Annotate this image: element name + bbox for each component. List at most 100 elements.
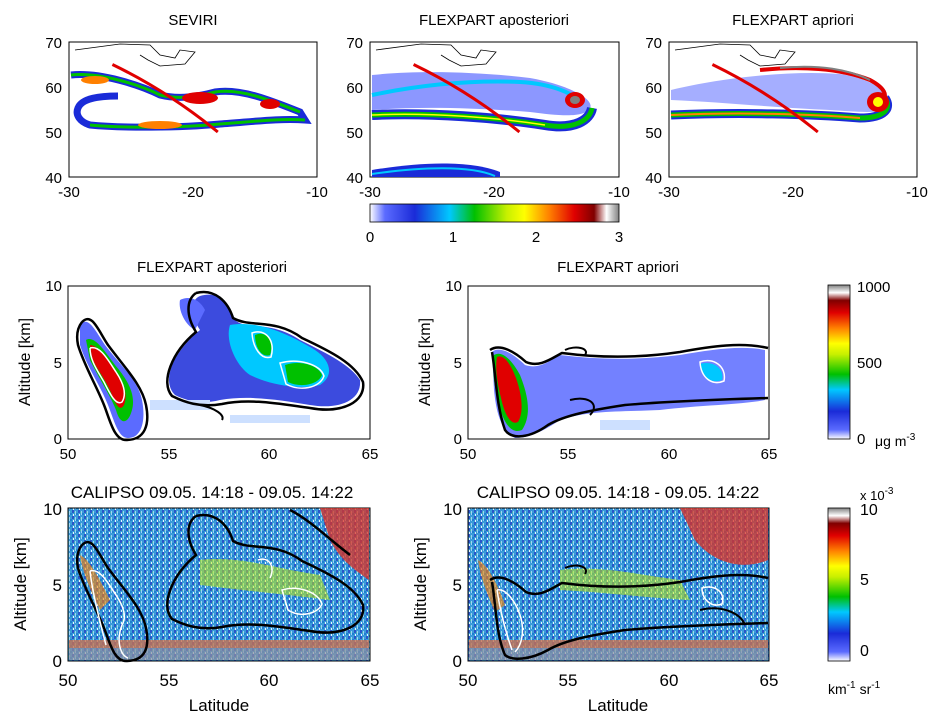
x-tick-label: 55 — [559, 671, 578, 690]
x-tick-labels: -30 -20 -10 — [658, 184, 928, 201]
x-tick-label: -30 — [359, 184, 381, 201]
coastline — [674, 43, 796, 67]
y-axis-label: Altitude [km] — [417, 318, 434, 406]
y-tick-label: 0 — [453, 652, 462, 671]
calipso-track — [711, 63, 819, 134]
heatmap-field — [70, 71, 312, 131]
panel-flexpart-apriori-section: FLEXPART apriori Altitude [km] 10 5 0 50… — [417, 259, 777, 463]
contour-lines — [75, 290, 365, 442]
x-tick-label: 60 — [260, 671, 279, 690]
colorbar-unit: μg m-3 — [875, 432, 916, 449]
x-tick-label: 50 — [60, 446, 77, 463]
y-tick-label: 50 — [45, 125, 62, 142]
x-tick-label: 60 — [660, 671, 679, 690]
y-tick-labels: 10 5 0 — [43, 500, 62, 671]
colorbar-tick-label: 1 — [449, 229, 457, 246]
panel-seviri: SEVIRI 70 60 50 40 -30 -20 -10 — [45, 12, 328, 201]
x-tick-labels: 50 55 60 65 — [60, 446, 379, 463]
colorbar-gradient — [827, 284, 851, 440]
heatmap-field — [80, 294, 361, 438]
x-tick-label: 60 — [261, 446, 278, 463]
colorbar-tick-label: 0 — [366, 229, 374, 246]
heatmap-field — [492, 347, 765, 438]
x-tick-labels: 50 55 60 65 — [460, 446, 778, 463]
contour-lines — [75, 508, 365, 663]
y-tick-label: 70 — [645, 35, 662, 52]
y-tick-label: 0 — [53, 652, 62, 671]
unit-text: sr — [860, 681, 872, 697]
y-tick-label: 60 — [346, 80, 363, 97]
plot-area — [68, 41, 318, 178]
colorbar-tick-label: 0 — [860, 643, 869, 660]
scale-exponent: -3 — [885, 486, 894, 497]
x-axis-label: Latitude — [189, 696, 250, 715]
x-tick-label: 55 — [560, 446, 577, 463]
x-tick-label: 65 — [361, 671, 380, 690]
panel-title: FLEXPART apriori — [732, 12, 854, 29]
panel-calipso-right: CALIPSO 09.05. 14:18 - 09.05. 14:22 Alti… — [411, 483, 778, 715]
y-tick-labels: 70 60 50 40 — [645, 35, 662, 187]
x-tick-label: 65 — [761, 446, 778, 463]
x-tick-label: 50 — [459, 671, 478, 690]
y-tick-label: 60 — [45, 80, 62, 97]
coastline — [375, 43, 497, 67]
y-tick-label: 40 — [645, 170, 662, 187]
colorbar-scale: x 10-3 — [860, 486, 894, 503]
x-tick-label: 55 — [161, 446, 178, 463]
unit-exponent: -3 — [906, 432, 915, 443]
y-tick-label: 10 — [45, 278, 62, 295]
colorbar-tick-label: 10 — [860, 502, 878, 519]
backscatter-colorbar: x 10-3 10 5 0 km-1 sr-1 — [827, 486, 894, 697]
y-tick-label: 0 — [54, 431, 62, 448]
panel-title: FLEXPART aposteriori — [419, 12, 569, 29]
colorbar-tick-label: 500 — [857, 355, 882, 372]
unit-text: μg m — [875, 433, 906, 449]
x-tick-label: -10 — [608, 184, 630, 201]
y-axis-label: Altitude [km] — [411, 537, 430, 631]
colorbar-tick-label: 0 — [857, 431, 865, 448]
colorbar-gradient — [827, 507, 851, 662]
y-tick-label: 5 — [454, 355, 462, 372]
y-tick-label: 10 — [43, 500, 62, 519]
backscatter-field — [469, 508, 768, 660]
y-axis-label: Altitude [km] — [11, 537, 30, 631]
x-tick-labels: 50 55 60 65 — [59, 671, 380, 690]
colorbar-tick-label: 2 — [532, 229, 540, 246]
calipso-track — [412, 63, 521, 134]
x-tick-label: 55 — [160, 671, 179, 690]
heatmap-field — [371, 72, 597, 177]
panel-title: FLEXPART apriori — [557, 259, 679, 276]
coastline — [74, 43, 196, 67]
panel-flexpart-aposteriori-map: FLEXPART aposteriori 70 60 50 40 -30 -20… — [346, 12, 630, 201]
colorbar-gradient — [369, 203, 620, 223]
x-tick-label: 65 — [760, 671, 779, 690]
unit-text: km — [828, 681, 847, 697]
x-axis-label: Latitude — [588, 696, 649, 715]
y-tick-labels: 70 60 50 40 — [346, 35, 363, 187]
y-tick-labels: 10 5 0 — [45, 278, 62, 448]
heatmap-field — [670, 65, 893, 123]
y-tick-labels: 10 5 0 — [443, 500, 462, 671]
x-tick-label: -30 — [658, 184, 680, 201]
x-tick-labels: 50 55 60 65 — [459, 671, 779, 690]
y-tick-label: 70 — [45, 35, 62, 52]
colorbar-tick-label: 1000 — [857, 279, 890, 296]
calipso-track — [111, 63, 219, 134]
y-axis-label: Altitude [km] — [17, 318, 34, 406]
y-tick-label: 50 — [645, 125, 662, 142]
y-tick-label: 10 — [443, 500, 462, 519]
x-tick-label: 50 — [460, 446, 477, 463]
x-tick-label: 50 — [59, 671, 78, 690]
panel-flexpart-aposteriori-section: FLEXPART aposteriori Altitude [km] 10 5 — [17, 259, 378, 463]
x-tick-labels: -30 -20 -10 — [359, 184, 630, 201]
y-tick-label: 60 — [645, 80, 662, 97]
concentration-colorbar: 1000 500 0 μg m-3 — [827, 279, 916, 449]
x-tick-label: -30 — [58, 184, 80, 201]
x-tick-label: -20 — [182, 184, 204, 201]
panel-title: FLEXPART aposteriori — [137, 259, 287, 276]
y-tick-label: 5 — [54, 355, 62, 372]
y-tick-label: 10 — [445, 278, 462, 295]
contour-lines — [489, 343, 769, 438]
backscatter-field — [69, 508, 369, 660]
